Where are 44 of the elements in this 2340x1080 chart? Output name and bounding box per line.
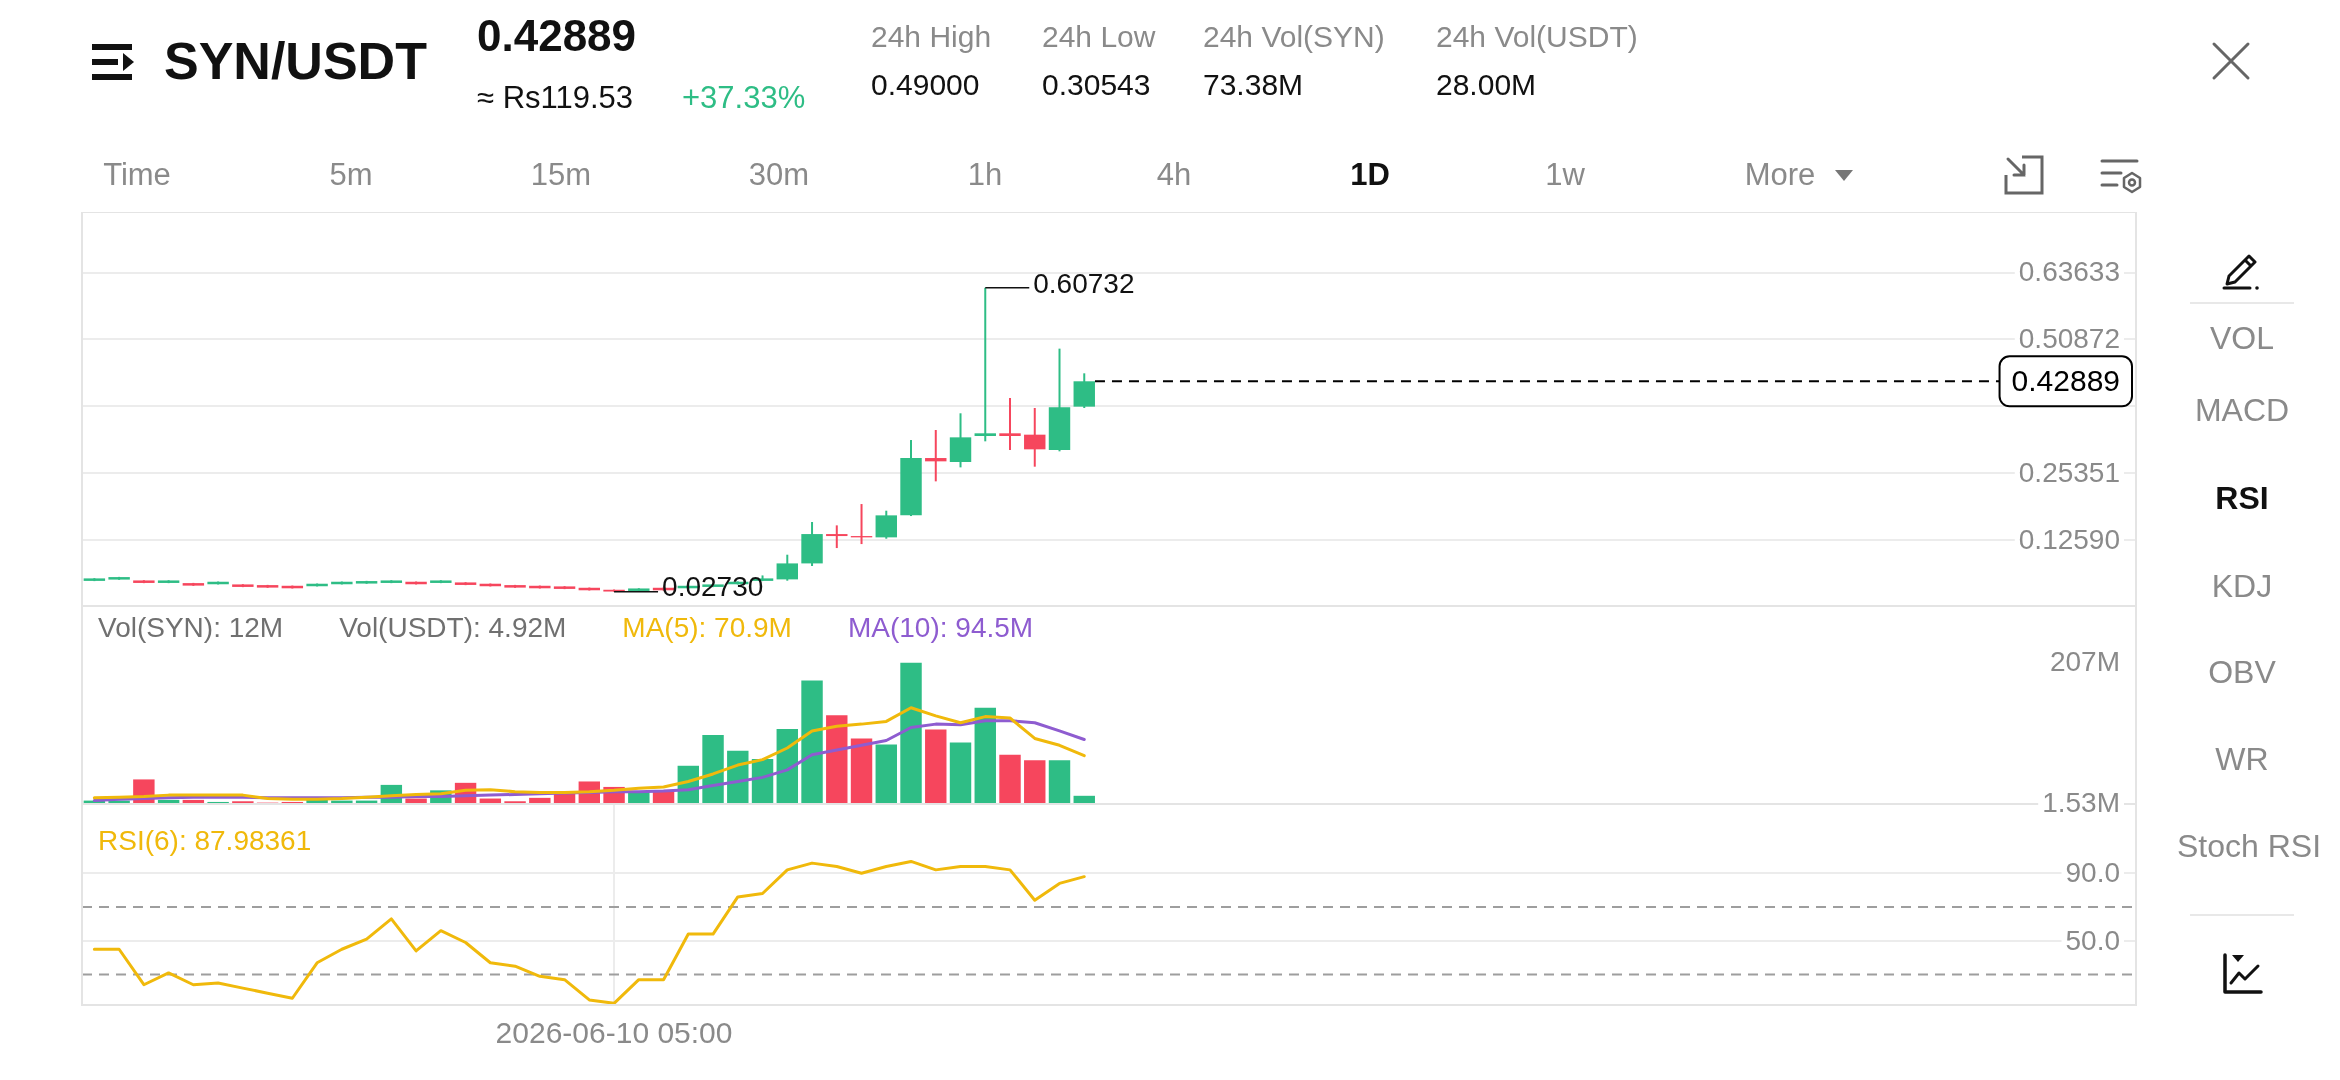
text: +37.33% — [682, 79, 806, 117]
text: 15m — [530, 157, 592, 192]
y-tick-label: 0.63633 — [2018, 256, 2120, 288]
text: 73.38M — [1203, 67, 1304, 103]
text: VOL — [2209, 320, 2275, 356]
text: MACD — [2194, 392, 2290, 428]
text: OBV — [2208, 654, 2276, 690]
ref-line-label: 0.42889 — [2011, 363, 2121, 397]
text: 0.30543 — [1042, 67, 1151, 103]
text: KDJ — [2211, 568, 2273, 604]
text: MA(5): 70.9M — [622, 611, 792, 645]
x-tick-label: 2026-06-10 05:00 — [495, 1016, 733, 1050]
text: ≈ Rs119.53 — [477, 79, 634, 117]
text: 4h — [1156, 157, 1192, 192]
annotation: Vol(SYN): 12M — [98, 611, 284, 645]
text: 0.42889 — [477, 11, 637, 61]
y-tick-label: 90.0 — [2065, 856, 2120, 888]
y-tick-label: 1.53M — [2042, 786, 2120, 818]
text: 1w — [1545, 157, 1585, 192]
text: 5m — [329, 157, 373, 192]
text: WR — [2215, 741, 2269, 777]
text: 1h — [967, 157, 1003, 192]
text: 30m — [748, 157, 810, 192]
text: RSI(6): 87.98361 — [98, 824, 312, 858]
text: 24h Vol(SYN) — [1203, 19, 1385, 55]
text: Stoch RSI — [2177, 828, 2322, 864]
y-tick-label: 50.0 — [2065, 924, 2120, 956]
text: RSI — [2215, 480, 2269, 516]
text: 0.49000 — [871, 67, 980, 103]
y-tick-label: 0.50872 — [2018, 323, 2120, 355]
text: MA(10): 94.5M — [847, 611, 1034, 645]
text: 24h Low — [1042, 19, 1156, 55]
text: 1D — [1350, 157, 1390, 192]
text: More — [1744, 157, 1816, 192]
y-tick-label: 0.25351 — [2018, 456, 2120, 488]
text: 24h High — [871, 19, 992, 55]
text: 28.00M — [1436, 67, 1537, 103]
text: SYN/USDT — [164, 31, 427, 91]
y-tick-label: 0.12590 — [2018, 523, 2120, 555]
y-tick-label: 207M — [2049, 646, 2120, 678]
annotation: 0.60732 — [1033, 267, 1135, 299]
annotation: Vol(USDT): 4.92M — [339, 611, 567, 645]
text: 24h Vol(USDT) — [1436, 19, 1638, 55]
text: Time — [103, 157, 171, 192]
